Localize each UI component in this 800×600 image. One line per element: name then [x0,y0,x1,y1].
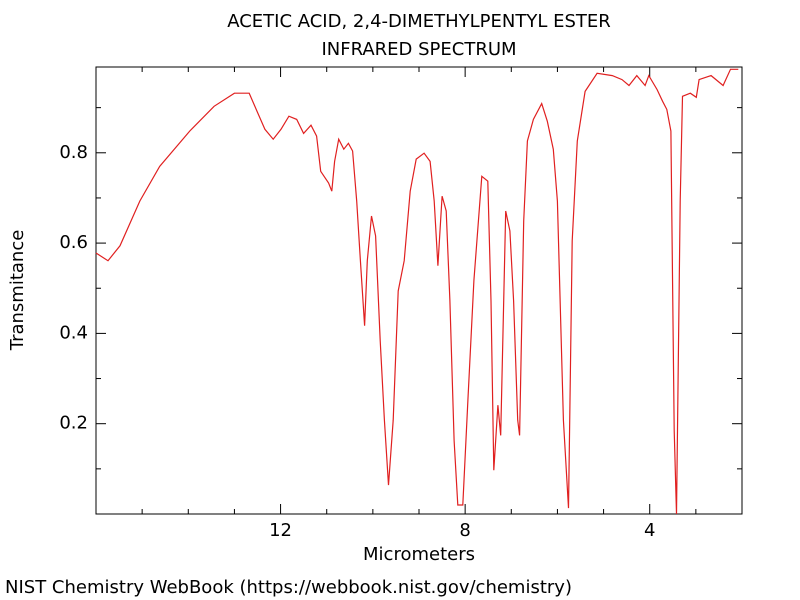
footer: NIST Chemistry WebBook (https://webbook.… [5,577,572,598]
y-tick-label: 0.8 [59,142,88,163]
spectrum-line [95,68,739,515]
y-tick-label: 0.2 [59,413,88,434]
chart-subtitle: INFRARED SPECTRUM [321,39,516,60]
x-tick-label: 4 [644,520,655,541]
x-tick-label: 8 [459,520,470,541]
chart-title: ACETIC ACID, 2,4-DIMETHYLPENTYL ESTER [227,11,611,32]
x-tick-label: 12 [269,520,292,541]
y-axis-label: Transmitance [7,230,28,352]
y-tick-label: 0.4 [59,322,88,343]
y-tick-label: 0.6 [59,232,88,253]
plot-frame [95,66,743,515]
x-axis-label: Micrometers [363,544,475,565]
